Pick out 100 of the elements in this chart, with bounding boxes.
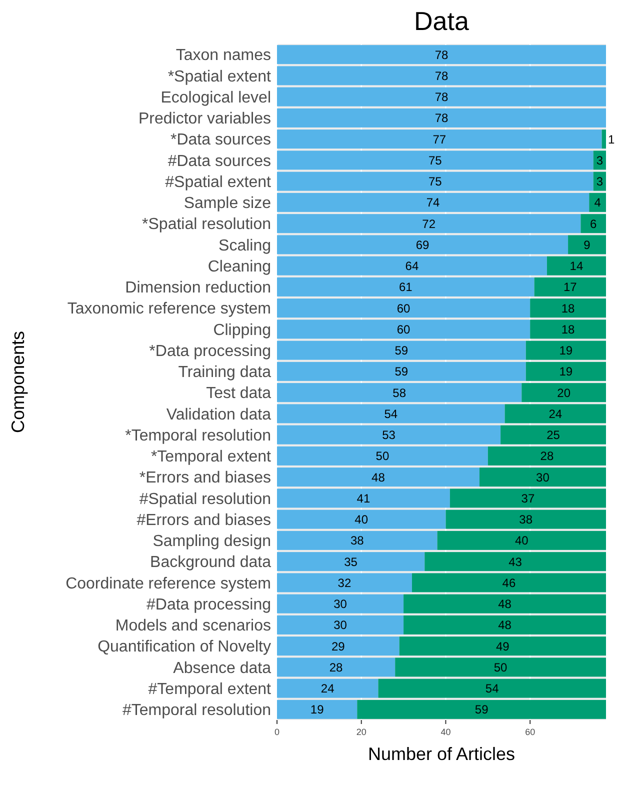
bar — [277, 192, 590, 212]
y-tick-label: Cleaning — [208, 258, 271, 276]
data-label: 59 — [394, 364, 408, 379]
bar — [546, 256, 606, 276]
x-tick-label: 20 — [356, 727, 366, 737]
data-label: 19 — [310, 702, 324, 717]
data-label: 3 — [596, 174, 604, 189]
y-tick-label: Absence data — [173, 660, 272, 677]
bar — [378, 678, 606, 698]
bar — [277, 552, 425, 572]
bar — [534, 277, 606, 296]
bar — [277, 87, 606, 106]
bar — [277, 615, 404, 634]
data-label: 59 — [394, 344, 408, 358]
y-tick-label: Training data — [178, 364, 272, 382]
bar — [277, 510, 446, 529]
bar — [277, 298, 530, 318]
bar — [530, 298, 606, 318]
data-label: 64 — [405, 259, 419, 274]
bar — [504, 404, 606, 424]
data-label: 1 — [608, 132, 615, 146]
bar — [277, 383, 522, 402]
bar — [399, 636, 606, 656]
bar — [404, 615, 606, 634]
bar — [395, 658, 606, 677]
data-label: 18 — [561, 322, 576, 336]
bar — [357, 700, 606, 719]
data-label: 3 — [596, 153, 604, 168]
y-tick-label: Predictor variables — [138, 110, 271, 128]
data-label: 60 — [396, 301, 411, 316]
y-tick-label: Test data — [206, 385, 272, 402]
bar — [568, 235, 606, 254]
y-tick-label: Clipping — [213, 322, 271, 339]
data-label: 53 — [382, 428, 396, 442]
data-label: 30 — [536, 470, 550, 484]
data-label: 35 — [344, 554, 358, 569]
data-label: 48 — [498, 618, 512, 632]
data-label: 49 — [496, 639, 510, 654]
data-label: 9 — [584, 238, 591, 252]
y-tick-label: Sampling design — [152, 533, 271, 550]
bar — [277, 277, 534, 296]
data-label: 40 — [354, 512, 368, 527]
y-tick-label: *Data processing — [149, 342, 271, 360]
y-tick-label: *Data sources — [170, 132, 271, 149]
bar — [589, 192, 606, 212]
bar — [412, 573, 606, 592]
data-label: 30 — [334, 618, 348, 632]
data-label: 60 — [396, 322, 411, 336]
bar — [488, 446, 606, 466]
bar — [277, 573, 412, 592]
y-tick-label: Background data — [150, 554, 272, 572]
bar — [277, 488, 450, 508]
bar — [277, 468, 480, 487]
data-label: 18 — [561, 301, 576, 316]
y-tick-label: #Data sources — [168, 152, 271, 170]
data-label: 75 — [428, 153, 442, 168]
bar — [277, 108, 606, 128]
data-label: 74 — [426, 196, 440, 210]
y-tick-label: *Spatial extent — [168, 68, 272, 86]
data-label: 20 — [557, 386, 571, 400]
y-tick-label: #Errors and biases — [136, 512, 271, 529]
x-tick-label: 40 — [440, 727, 451, 737]
data-label: 38 — [519, 512, 533, 527]
bar — [580, 214, 606, 234]
data-label: 77 — [432, 132, 446, 146]
bar — [277, 636, 400, 656]
y-tick-label: Ecological level — [160, 89, 271, 106]
bar — [277, 130, 602, 149]
bar — [277, 530, 438, 550]
data-label: 50 — [376, 449, 390, 464]
data-label: 24 — [320, 682, 335, 696]
bar — [526, 362, 606, 381]
bar — [277, 150, 594, 170]
data-label: 4 — [594, 196, 602, 210]
y-tick-label: *Errors and biases — [139, 470, 271, 487]
y-tick-label: #Spatial extent — [165, 174, 272, 191]
data-label: 75 — [428, 174, 442, 189]
data-label: 50 — [494, 660, 508, 674]
data-label: 41 — [356, 491, 370, 506]
data-label: 17 — [563, 280, 578, 294]
y-tick-label: #Temporal resolution — [122, 702, 271, 720]
x-axis-title: Number of Articles — [368, 744, 516, 764]
y-tick-label: Taxonomic reference system — [67, 300, 271, 318]
data-label: 28 — [540, 449, 554, 464]
bar — [277, 214, 581, 234]
bar — [277, 700, 358, 719]
data-label: 38 — [350, 534, 364, 548]
bar — [277, 446, 488, 466]
y-tick-label: Validation data — [166, 406, 272, 424]
bar — [277, 66, 606, 86]
y-tick-label: Scaling — [218, 237, 271, 254]
bar — [277, 256, 547, 276]
y-axis-title: Components — [8, 330, 28, 434]
bar — [500, 425, 606, 444]
data-label: 6 — [590, 216, 597, 231]
bar — [404, 594, 606, 614]
data-label: 61 — [398, 280, 413, 294]
data-label: 24 — [548, 406, 562, 421]
data-label: 69 — [416, 238, 430, 252]
y-tick-label: *Temporal extent — [150, 448, 272, 466]
